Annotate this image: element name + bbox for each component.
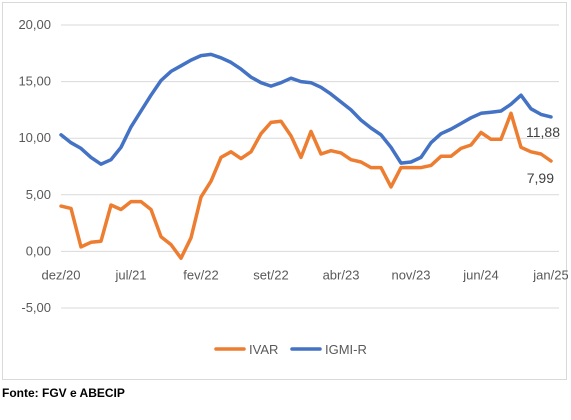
y-tick-label: 0,00 [26, 243, 51, 258]
y-tick-label: 15,00 [18, 74, 51, 89]
series-line-ivar [59, 111, 553, 260]
y-tick-label: 5,00 [26, 187, 51, 202]
x-tick-label: set/22 [253, 267, 288, 282]
chart-frame: 20,00 15,00 10,00 5,00 0,00 -5,00 dez/20 jul/21… [2, 2, 568, 380]
legend-label-ivar: IVAR [249, 342, 278, 357]
end-label-ivar: 7,99 [527, 170, 554, 186]
legend-label-igmi-r: IGMI-R [325, 342, 367, 357]
series-line-igmi-r [59, 52, 553, 166]
x-tick-label: nov/23 [391, 267, 430, 282]
x-tick-label: jun/24 [462, 267, 498, 282]
source-note: Fonte: FGV e ABECIP [2, 386, 125, 400]
x-tick-label: fev/22 [183, 267, 218, 282]
x-tick-label: abr/23 [323, 267, 360, 282]
y-tick-label: 10,00 [18, 130, 51, 145]
y-tick-label: 20,00 [18, 17, 51, 32]
x-tick-label: dez/20 [41, 267, 80, 282]
chart-svg: 20,00 15,00 10,00 5,00 0,00 -5,00 dez/20 jul/21… [18, 17, 568, 357]
x-tick-label: jul/21 [114, 267, 146, 282]
end-label-igmi-r: 11,88 [526, 124, 560, 140]
x-tick-label: jan/25 [532, 267, 568, 282]
y-tick-label: -5,00 [21, 300, 51, 315]
